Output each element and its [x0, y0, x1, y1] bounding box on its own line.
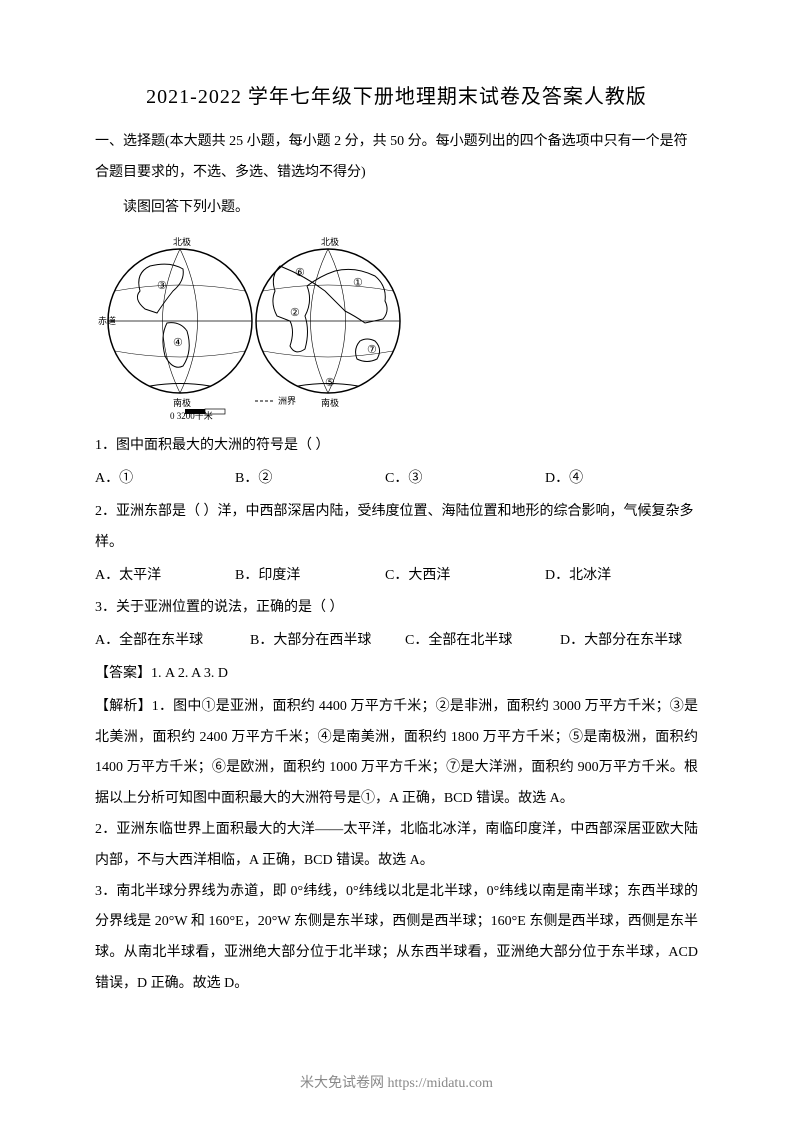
- q2-opt-b: B．印度洋: [235, 561, 385, 592]
- section-header: 一、选择题(本大题共 25 小题，每小题 2 分，共 50 分。每小题列出的四个…: [95, 127, 698, 189]
- q1-opt-b: B．②: [235, 464, 385, 495]
- svg-text:②: ②: [290, 307, 300, 319]
- q1-opt-a: A．①: [95, 464, 235, 495]
- footer-text: 米大免试卷网 https://midatu.com: [0, 1072, 793, 1092]
- svg-text:⑦: ⑦: [367, 344, 377, 356]
- q2-opt-c: C．大西洋: [385, 561, 545, 592]
- world-map-figure: 赤道 ① ② ③ ④ ⑤ ⑥ ⑦ 北极 北极 南极 南极 洲界 0 320: [95, 231, 698, 421]
- explanation-p2: 2．亚洲东临世界上面积最大的大洋——太平洋，北临北冰洋，南临印度洋，中西部深居亚…: [95, 815, 698, 877]
- q3-opt-b: B．大部分在西半球: [250, 626, 405, 657]
- page-title: 2021-2022 学年七年级下册地理期末试卷及答案人教版: [95, 80, 698, 109]
- question-2: 2．亚洲东部是（ ）洋，中西部深居内陆，受纬度位置、海陆位置和地形的综合影响，气…: [95, 497, 698, 559]
- question-3-options: A．全部在东半球 B．大部分在西半球 C．全部在北半球 D．大部分在东半球: [95, 626, 698, 657]
- answers: 【答案】1. A 2. A 3. D: [95, 659, 698, 690]
- svg-text:南极: 南极: [173, 397, 191, 408]
- q3-opt-c: C．全部在北半球: [405, 626, 560, 657]
- svg-text:洲界: 洲界: [278, 396, 296, 406]
- svg-text:⑥: ⑥: [295, 267, 305, 279]
- q1-opt-d: D．④: [545, 464, 685, 495]
- question-2-options: A．太平洋 B．印度洋 C．大西洋 D．北冰洋: [95, 561, 698, 592]
- svg-text:0 3200千米: 0 3200千米: [170, 410, 213, 421]
- instruction-text: 读图回答下列小题。: [95, 193, 698, 224]
- question-3: 3．关于亚洲位置的说法，正确的是（ ）: [95, 593, 698, 624]
- svg-text:北极: 北极: [321, 236, 339, 247]
- q2-opt-d: D．北冰洋: [545, 561, 685, 592]
- q2-opt-a: A．太平洋: [95, 561, 235, 592]
- question-1: 1．图中面积最大的大洲的符号是（ ）: [95, 431, 698, 462]
- svg-text:①: ①: [353, 277, 363, 289]
- explanation-p1: 【解析】1．图中①是亚洲，面积约 4400 万平方千米；②是非洲，面积约 300…: [95, 692, 698, 815]
- svg-text:③: ③: [157, 280, 167, 292]
- svg-text:④: ④: [173, 337, 183, 349]
- globe-diagram: 赤道 ① ② ③ ④ ⑤ ⑥ ⑦ 北极 北极 南极 南极 洲界 0 320: [95, 231, 415, 421]
- equator-label: 赤道: [98, 315, 116, 326]
- explanation-p3: 3．南北半球分界线为赤道，即 0°纬线，0°纬线以北是北半球，0°纬线以南是南半…: [95, 877, 698, 1000]
- question-1-options: A．① B．② C．③ D．④: [95, 464, 698, 495]
- svg-text:⑤: ⑤: [325, 377, 335, 389]
- q1-opt-c: C．③: [385, 464, 545, 495]
- svg-text:南极: 南极: [321, 397, 339, 408]
- explanation: 【解析】1．图中①是亚洲，面积约 4400 万平方千米；②是非洲，面积约 300…: [95, 692, 698, 1000]
- svg-text:北极: 北极: [173, 236, 191, 247]
- q3-opt-d: D．大部分在东半球: [560, 626, 715, 657]
- q3-opt-a: A．全部在东半球: [95, 626, 250, 657]
